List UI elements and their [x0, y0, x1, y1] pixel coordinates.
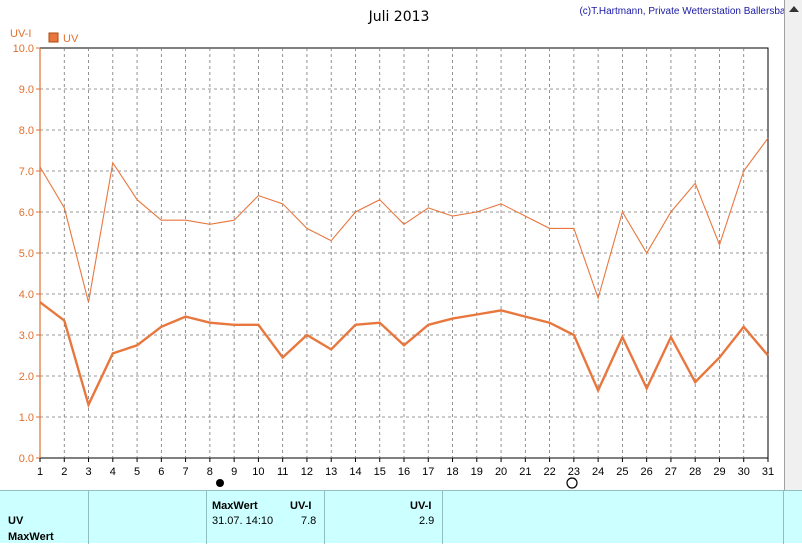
legend-swatch: [48, 32, 59, 43]
x-tick-label: 23: [568, 466, 580, 478]
x-tick-label: 27: [665, 466, 677, 478]
x-tick-label: 16: [398, 466, 410, 478]
x-tick-label: 26: [641, 466, 653, 478]
x-tick-label: 21: [519, 466, 531, 478]
series-line-avg: [39, 301, 769, 409]
x-tick-label: 10: [252, 466, 264, 478]
x-tick-label: 1: [37, 466, 43, 478]
summary-table: UV MaxWert MaxWert UV-I UV-I 31.07. 14:1…: [0, 490, 802, 544]
x-tick-label: 2: [61, 466, 67, 478]
y-tick-label: 9.0: [19, 84, 34, 96]
summary-empty-column: [89, 491, 207, 544]
legend-label: UV: [63, 33, 79, 45]
avg-value: 2.9: [419, 515, 435, 527]
x-tick-label: 19: [471, 466, 483, 478]
x-tick-label: 25: [616, 466, 628, 478]
max-value: 7.8: [301, 515, 317, 527]
avg-unit-header: UV-I: [410, 500, 432, 512]
max-datetime: 31.07. 14:10: [212, 515, 274, 527]
series-line-max: [39, 137, 769, 303]
x-tick-label: 20: [495, 466, 507, 478]
y-tick-label: 3.0: [19, 330, 34, 342]
x-tick-label: 5: [134, 466, 140, 478]
summary-label-column: [0, 491, 89, 544]
y-tick-label: 5.0: [19, 248, 34, 260]
x-tick-label: 9: [231, 466, 237, 478]
x-tick-label: 18: [446, 466, 458, 478]
max-header: MaxWert: [212, 500, 258, 512]
x-tick-label: 28: [689, 466, 701, 478]
x-tick-label: 8: [207, 466, 213, 478]
y-tick-label: 6.0: [19, 207, 34, 219]
scroll-up-icon[interactable]: [789, 6, 799, 12]
x-tick-label: 31: [762, 466, 774, 478]
y-tick-label: 8.0: [19, 125, 34, 137]
y-axis-label: UV-I: [10, 28, 31, 40]
chart-title: Juli 2013: [368, 9, 430, 25]
max-unit-header: UV-I: [290, 500, 312, 512]
x-tick-label: 30: [738, 466, 750, 478]
x-tick-label: 11: [277, 466, 288, 478]
x-tick-label: 15: [374, 466, 386, 478]
row-label-uv: UV: [8, 515, 24, 527]
row-label-maxwert: MaxWert: [8, 531, 54, 543]
new-moon-icon: [566, 477, 578, 489]
x-tick-label: 13: [325, 466, 337, 478]
y-tick-label: 1.0: [19, 412, 34, 424]
full-moon-icon: [216, 479, 224, 487]
summary-avg-column: [325, 491, 443, 544]
y-tick-label: 0.0: [19, 453, 34, 465]
x-tick-label: 24: [592, 466, 604, 478]
copyright-credit: (c)T.Hartmann, Private Wetterstation Bal…: [579, 6, 796, 17]
x-tick-label: 3: [85, 466, 91, 478]
summary-rest-column: [443, 491, 784, 544]
x-tick-label: 12: [301, 466, 313, 478]
summary-max-column: [207, 491, 325, 544]
y-tick-label: 2.0: [19, 371, 34, 383]
x-tick-label: 14: [349, 466, 361, 478]
y-tick-label: 10.0: [13, 43, 34, 55]
y-tick-label: 4.0: [19, 289, 34, 301]
x-tick-label: 6: [158, 466, 164, 478]
scrollbar[interactable]: [784, 0, 802, 490]
x-tick-label: 29: [713, 466, 725, 478]
x-tick-label: 4: [110, 466, 116, 478]
x-tick-label: 17: [422, 466, 434, 478]
uv-chart: Juli 2013 (c)T.Hartmann, Private Wetters…: [10, 6, 796, 489]
y-tick-label: 7.0: [19, 166, 34, 178]
x-tick-label: 7: [183, 466, 189, 478]
x-tick-label: 22: [543, 466, 555, 478]
